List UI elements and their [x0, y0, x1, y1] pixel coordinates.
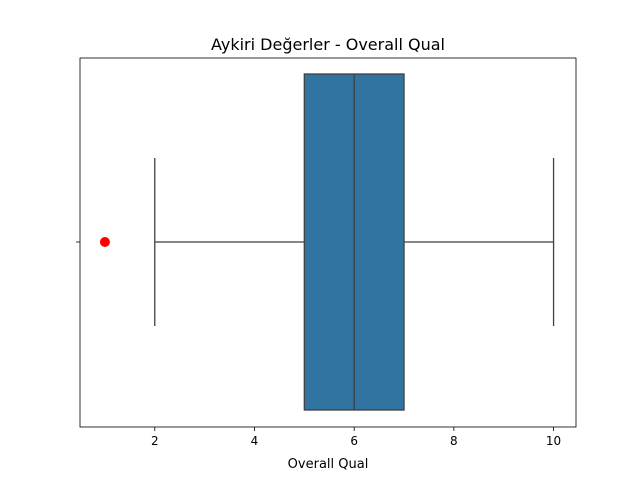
x-tick-label: 8 [450, 434, 458, 448]
chart-title: Aykiri Değerler - Overall Qual [211, 35, 445, 54]
x-tick-label: 6 [350, 434, 358, 448]
box-layer [154, 73, 555, 411]
outlier-layer [99, 237, 110, 247]
x-tick-label: 10 [546, 434, 561, 448]
x-axis-label: Overall Qual [288, 457, 369, 472]
plot-area-frame [79, 57, 577, 428]
x-tick-label: 4 [251, 434, 259, 448]
x-tick-label: 2 [151, 434, 159, 448]
outlier-point [99, 237, 110, 247]
x-axis-ticks: 2 4 6 8 10 [151, 427, 561, 448]
